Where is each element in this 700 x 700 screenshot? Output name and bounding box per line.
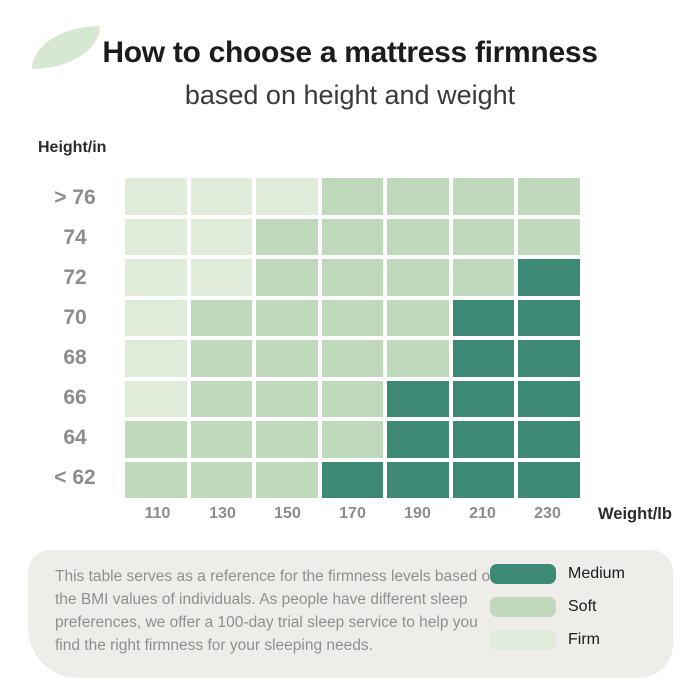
- heatmap-cell-soft: [190, 421, 253, 458]
- heatmap-cell-soft: [190, 340, 253, 377]
- heatmap-cell-soft: [387, 299, 449, 336]
- heatmap-cell-soft: [256, 421, 318, 458]
- heatmap-cell-soft: [452, 218, 515, 255]
- heatmap-cell-soft: [190, 299, 253, 336]
- x-tick: 150: [274, 505, 301, 522]
- heatmap-cell-soft: [387, 340, 449, 377]
- heatmap-cell-soft: [321, 259, 384, 296]
- x-tick: 190: [404, 505, 431, 522]
- legend-label: Firm: [568, 631, 600, 648]
- heatmap-cell-soft: [256, 380, 318, 417]
- heatmap-cell-soft: [321, 340, 384, 377]
- y-axis-tick-labels: > 76 74 72 70 68 66 64 < 62: [35, 178, 115, 498]
- y-tick: > 76: [54, 186, 96, 209]
- heatmap-cell-soft: [256, 218, 318, 255]
- y-tick: 66: [63, 386, 87, 409]
- heatmap-cell-soft: [256, 259, 318, 296]
- heatmap-cell-firm: [125, 259, 187, 296]
- x-axis-tick-labels: 110 130 150 170 190 210 230: [125, 505, 580, 523]
- heatmap-cell-soft: [256, 461, 318, 498]
- heatmap-cell-soft: [452, 178, 515, 215]
- footer-note-text: This table serves as a reference for the…: [55, 568, 499, 654]
- heatmap-cell-soft: [321, 299, 384, 336]
- heatmap-cell-soft: [190, 380, 253, 417]
- heatmap-cell-medium: [387, 380, 449, 417]
- heatmap-cell-medium: [518, 299, 580, 336]
- y-axis-label: Height/in: [38, 139, 107, 156]
- heatmap-cell-medium: [452, 299, 515, 336]
- legend-label: Soft: [568, 598, 597, 615]
- heatmap-cell-medium: [518, 421, 580, 458]
- legend-item-firm: Firm: [490, 630, 625, 650]
- heatmap-cell-firm: [125, 340, 187, 377]
- firmness-legend: Medium Soft Firm: [490, 564, 625, 650]
- x-tick: 230: [534, 505, 561, 522]
- legend-label: Medium: [568, 565, 625, 582]
- heatmap-cell-medium: [387, 421, 449, 458]
- legend-item-soft: Soft: [490, 597, 625, 617]
- heatmap-cell-soft: [190, 461, 253, 498]
- heatmap-cell-firm: [125, 380, 187, 417]
- heatmap-cell-soft: [387, 218, 449, 255]
- heatmap-cell-medium: [387, 461, 449, 498]
- heatmap-cell-firm: [256, 178, 318, 215]
- legend-item-medium: Medium: [490, 564, 625, 584]
- heatmap-cell-soft: [321, 421, 384, 458]
- heatmap-cell-soft: [387, 259, 449, 296]
- y-tick: 74: [63, 226, 87, 249]
- heatmap-cell-soft: [321, 178, 384, 215]
- heatmap-grid: [125, 178, 580, 498]
- legend-swatch-medium: [490, 564, 556, 584]
- heatmap-cell-medium: [321, 461, 384, 498]
- heatmap-cell-medium: [452, 340, 515, 377]
- x-tick: 210: [469, 505, 496, 522]
- footer-note-panel: This table serves as a reference for the…: [28, 550, 673, 678]
- heatmap-cell-soft: [518, 178, 580, 215]
- y-tick: 70: [63, 306, 87, 329]
- y-tick: < 62: [54, 466, 96, 489]
- heatmap-cell-soft: [125, 421, 187, 458]
- x-tick: 170: [339, 505, 366, 522]
- heatmap-cell-firm: [125, 299, 187, 336]
- y-tick: 72: [63, 266, 87, 289]
- x-tick: 130: [209, 505, 236, 522]
- heatmap-cell-medium: [452, 421, 515, 458]
- heatmap-cell-soft: [518, 218, 580, 255]
- x-axis-label: Weight/lb: [598, 505, 672, 523]
- y-tick: 68: [63, 346, 87, 369]
- heatmap-cell-medium: [452, 380, 515, 417]
- heatmap-cell-soft: [321, 218, 384, 255]
- heatmap-cell-firm: [125, 178, 187, 215]
- heatmap-cell-soft: [452, 259, 515, 296]
- heatmap-cell-firm: [190, 259, 253, 296]
- heatmap-cell-soft: [125, 461, 187, 498]
- heatmap-cell-soft: [256, 340, 318, 377]
- heatmap-cell-soft: [321, 380, 384, 417]
- page-subtitle: based on height and weight: [184, 80, 516, 110]
- heatmap-cell-soft: [387, 178, 449, 215]
- page-title: How to choose a mattress firmness: [102, 36, 598, 69]
- heatmap-cell-medium: [518, 340, 580, 377]
- heatmap-cell-medium: [518, 380, 580, 417]
- legend-swatch-firm: [490, 630, 556, 650]
- heatmap-cell-medium: [452, 461, 515, 498]
- heatmap-cell-firm: [125, 218, 187, 255]
- heatmap-cell-firm: [190, 218, 253, 255]
- y-tick: 64: [63, 426, 87, 449]
- legend-swatch-soft: [490, 597, 556, 617]
- heatmap-cell-medium: [518, 461, 580, 498]
- heatmap-cell-firm: [190, 178, 253, 215]
- heatmap-cell-soft: [256, 299, 318, 336]
- heatmap-cell-medium: [518, 259, 580, 296]
- x-tick: 110: [144, 505, 171, 522]
